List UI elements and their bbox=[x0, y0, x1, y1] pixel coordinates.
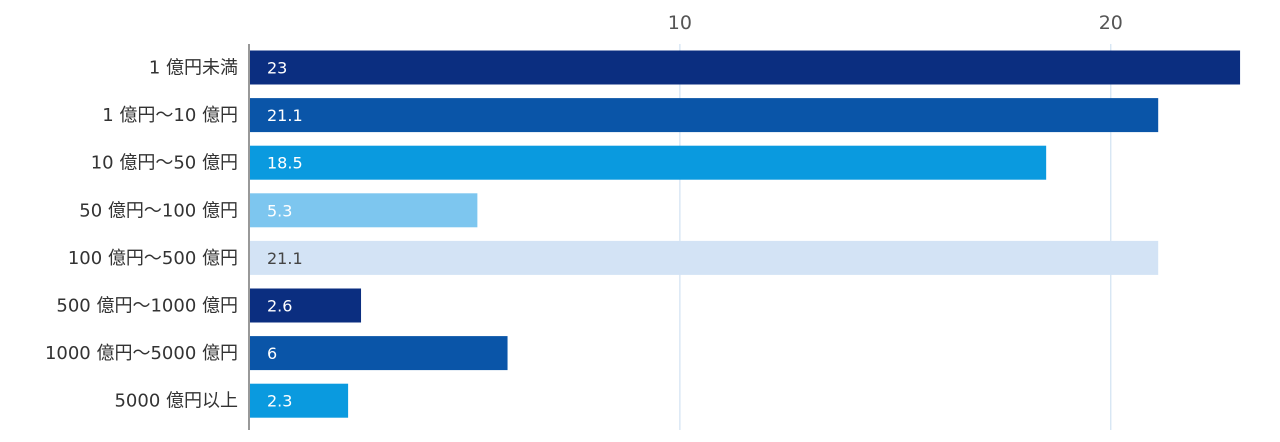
data-label: 2.6 bbox=[267, 297, 292, 316]
category-label: 50 億円〜100 億円 bbox=[79, 200, 238, 221]
category-label: 1000 億円〜5000 億円 bbox=[45, 343, 238, 364]
bar bbox=[250, 240, 1159, 275]
data-label: 21.1 bbox=[267, 106, 303, 125]
x-tick-label: 20 bbox=[1099, 12, 1123, 34]
category-label: 1 億円〜10 億円 bbox=[102, 105, 238, 126]
bar bbox=[250, 50, 1241, 85]
bar bbox=[250, 383, 349, 418]
category-label: 1 億円未満 bbox=[149, 58, 238, 79]
data-label: 21.1 bbox=[267, 249, 303, 268]
data-label: 2.3 bbox=[267, 392, 292, 411]
bar bbox=[250, 145, 1047, 180]
data-label: 5.3 bbox=[267, 201, 292, 220]
x-axis-ticks: 10 20 bbox=[668, 12, 1123, 34]
category-label: 100 億円〜500 億円 bbox=[68, 248, 238, 269]
data-label: 23 bbox=[267, 59, 287, 78]
x-tick-label: 10 bbox=[668, 12, 692, 34]
data-label: 6 bbox=[267, 344, 277, 363]
category-label: 500 億円〜1000 億円 bbox=[56, 296, 238, 317]
bars bbox=[250, 50, 1241, 418]
category-labels: 1 億円未満 1 億円〜10 億円 10 億円〜50 億円 50 億円〜100 億円 1… bbox=[45, 58, 238, 412]
category-label: 5000 億円以上 bbox=[114, 391, 238, 412]
bar bbox=[250, 98, 1159, 133]
data-label: 18.5 bbox=[267, 154, 303, 173]
bar bbox=[250, 193, 478, 228]
data-labels: 23 21.1 18.5 5.3 21.1 2.6 6 2.3 bbox=[267, 59, 303, 411]
bar bbox=[250, 336, 508, 371]
bar bbox=[250, 288, 362, 323]
category-label: 10 億円〜50 億円 bbox=[91, 153, 238, 174]
